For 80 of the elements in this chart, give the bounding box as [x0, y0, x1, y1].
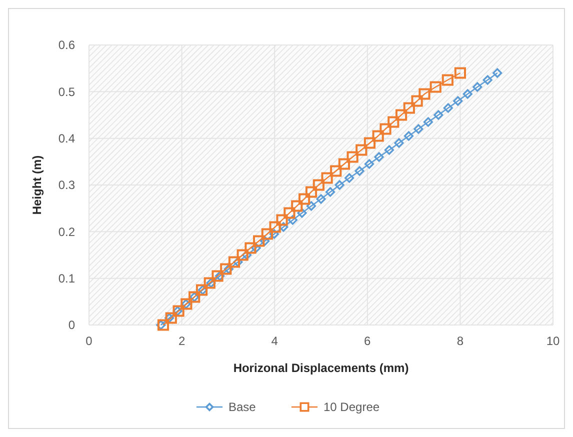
- point: [364, 137, 376, 149]
- point: [462, 89, 472, 99]
- point: [380, 123, 392, 135]
- legend-label: Base: [228, 400, 256, 414]
- point: [403, 102, 415, 114]
- legend-label: 10 Degree: [324, 400, 380, 414]
- x-tick-label: 6: [364, 334, 372, 348]
- point: [482, 75, 492, 85]
- point: [261, 228, 273, 240]
- point: [334, 180, 344, 190]
- point: [321, 172, 333, 184]
- point: [212, 270, 224, 282]
- point: [164, 313, 174, 323]
- point: [394, 138, 404, 148]
- x-tick-label: 2: [178, 334, 186, 348]
- x-tick-label: 0: [86, 334, 93, 348]
- point: [395, 109, 408, 121]
- point: [418, 88, 430, 100]
- point: [220, 263, 232, 275]
- point: [253, 235, 265, 247]
- point: [453, 96, 463, 106]
- point: [306, 201, 316, 211]
- point: [364, 159, 374, 169]
- x-tick-label: 10: [546, 334, 560, 348]
- point: [165, 312, 177, 324]
- point: [236, 249, 248, 261]
- point: [442, 74, 454, 86]
- y-tick-label: 0.2: [58, 224, 76, 239]
- y-axis-title: Height (m): [30, 155, 44, 215]
- point: [269, 221, 281, 233]
- point: [384, 145, 394, 155]
- point: [278, 222, 288, 232]
- point: [443, 103, 453, 113]
- point: [388, 116, 400, 128]
- point: [430, 81, 442, 93]
- point: [224, 264, 234, 274]
- point: [338, 158, 350, 170]
- y-tick-label: 0.1: [58, 272, 76, 286]
- x-tick-label: 8: [456, 334, 464, 348]
- point: [423, 117, 433, 127]
- point: [411, 95, 423, 107]
- x-axis-title: Horizonal Displacements (mm): [233, 361, 409, 375]
- point: [454, 67, 466, 79]
- point: [206, 278, 216, 288]
- x-tick-label: 4: [271, 334, 278, 348]
- y-tick-label: 0.3: [58, 178, 76, 192]
- point: [356, 144, 368, 156]
- point: [260, 236, 270, 246]
- point: [312, 179, 324, 191]
- point: [414, 124, 424, 134]
- point: [297, 208, 307, 218]
- point: [305, 186, 318, 198]
- y-tick-label: 0: [68, 318, 76, 332]
- y-tick-label: 0.4: [58, 132, 76, 146]
- y-tick-label: 0.6: [58, 38, 76, 52]
- point: [330, 165, 342, 177]
- point: [276, 214, 288, 226]
- point: [344, 173, 354, 183]
- point: [291, 200, 303, 212]
- point: [284, 207, 296, 219]
- point: [156, 320, 166, 330]
- point: [228, 256, 240, 268]
- point: [157, 319, 170, 331]
- point: [404, 131, 414, 141]
- point: [492, 68, 502, 78]
- point: [374, 152, 384, 162]
- point: [298, 193, 310, 205]
- point: [325, 187, 336, 197]
- point: [269, 229, 279, 239]
- point: [316, 194, 326, 204]
- point: [215, 271, 225, 281]
- point: [244, 242, 256, 254]
- point: [354, 166, 364, 176]
- y-tick-label: 0.5: [58, 84, 76, 99]
- point: [251, 243, 261, 253]
- point: [288, 215, 298, 225]
- point: [372, 130, 384, 142]
- point: [346, 151, 358, 163]
- point: [472, 82, 482, 92]
- point: [434, 110, 444, 120]
